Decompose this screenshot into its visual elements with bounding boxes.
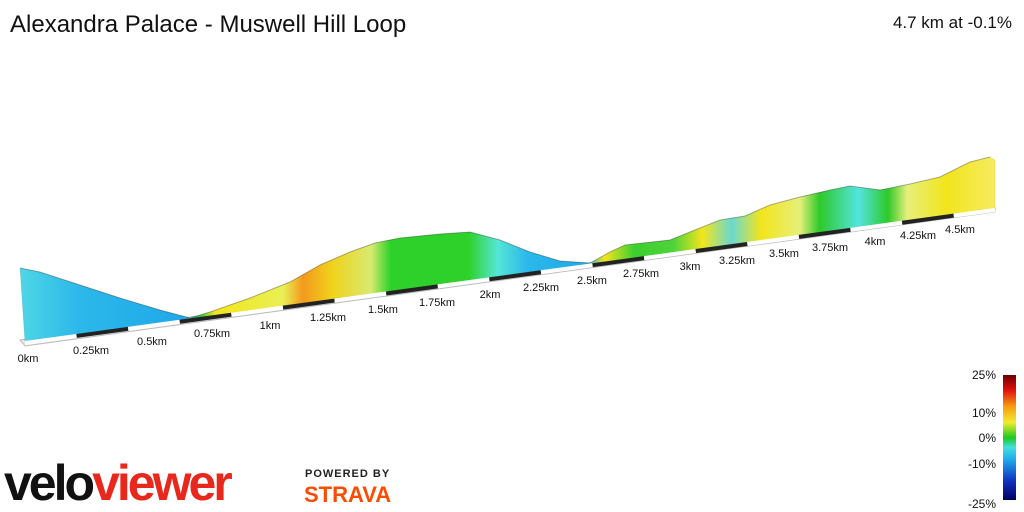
distance-label: 1.5km	[368, 304, 398, 316]
distance-label: 3.5km	[769, 248, 799, 260]
axis-segment	[282, 298, 335, 310]
distance-label: 0km	[18, 353, 39, 365]
distance-label: 3.25km	[719, 255, 755, 267]
legend-label: 10%	[972, 406, 996, 420]
veloviewer-logo: veloviewer	[4, 455, 232, 511]
distance-label: 3km	[680, 261, 701, 273]
distance-label: 4km	[865, 236, 886, 248]
distance-label: 2.25km	[523, 282, 559, 294]
distance-axis: 0km 0.25km 0.5km 0.75km 1km 1.25km 1.5km 1.75km…	[18, 208, 996, 365]
summary: 4.7 km at -0.1%	[893, 13, 1012, 32]
axis-segment	[643, 249, 697, 261]
distance-label: 2.75km	[623, 268, 659, 280]
axis-segment	[953, 208, 996, 218]
gradient-scale	[1003, 375, 1016, 500]
distance-label: 1km	[260, 320, 281, 332]
legend-label: -25%	[968, 497, 996, 511]
distance-label: 1.25km	[310, 312, 346, 324]
axis-segment	[437, 277, 490, 289]
axis-segment	[798, 227, 851, 239]
title: Alexandra Palace - Muswell Hill Loop	[10, 11, 406, 38]
distance-label: 2.5km	[577, 275, 607, 287]
distance-label: 0.5km	[137, 336, 167, 348]
axis-segment	[231, 305, 284, 317]
distance-label: 0.25km	[73, 345, 109, 357]
legend-label: 0%	[979, 431, 997, 445]
distance-label: 1.75km	[419, 297, 455, 309]
gradient-legend: 25% 10% 0% -10% -25%	[968, 368, 996, 511]
strava-logo: STRAVA	[304, 482, 391, 507]
axis-segment	[385, 284, 439, 296]
axis-segment	[747, 234, 800, 246]
logo-viewer: viewer	[92, 455, 232, 511]
axis-segment	[592, 256, 645, 268]
axis-segment	[901, 213, 954, 225]
powered-by: POWERED BY	[305, 468, 390, 480]
distance-label: 4.5km	[945, 224, 975, 236]
profile-face	[19, 156, 996, 344]
axis-segment	[127, 319, 181, 331]
axis-segment	[695, 241, 748, 254]
elevation-profile	[19, 156, 996, 347]
axis-segment	[540, 263, 593, 275]
legend-label: 25%	[972, 368, 996, 382]
distance-label: 2km	[480, 289, 501, 301]
axis-segment	[850, 220, 903, 232]
axis-segment	[76, 326, 129, 338]
distance-label: 3.75km	[812, 242, 848, 254]
legend-label: -10%	[968, 457, 996, 471]
distance-label: 0.75km	[194, 328, 230, 340]
axis-segment	[334, 291, 387, 303]
distance-label: 4.25km	[900, 230, 936, 242]
axis-segment	[179, 312, 232, 324]
logo-velo: velo	[4, 455, 94, 511]
profile-top	[19, 156, 991, 319]
axis-segment	[24, 333, 77, 345]
axis-segment	[489, 270, 542, 282]
